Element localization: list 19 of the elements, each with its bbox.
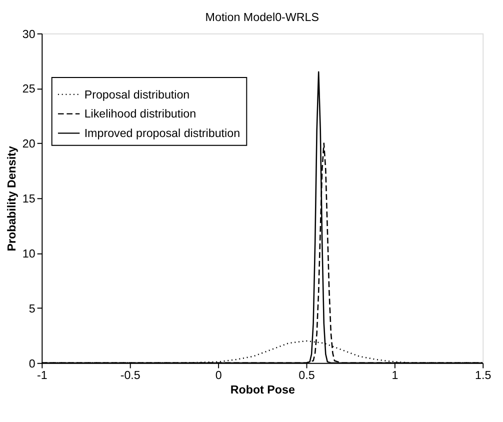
x-tick-label: -0.5 xyxy=(120,368,140,382)
legend-label: Likelihood distribution xyxy=(84,108,196,121)
y-tick-label: 30 xyxy=(22,28,36,41)
y-tick-label: 0 xyxy=(28,357,36,370)
y-axis-title: Probability Density xyxy=(6,145,19,252)
legend-label: Proposal distribution xyxy=(84,88,190,102)
x-tick-label: 0 xyxy=(215,368,222,382)
x-tick-label: 1.5 xyxy=(475,368,492,382)
chart-title: Motion Model0-WRLS xyxy=(205,10,320,24)
legend-label: Improved proposal distribution xyxy=(84,127,240,140)
y-tick-label: 5 xyxy=(28,302,36,316)
x-axis-title: Robot Pose xyxy=(230,383,296,396)
y-tick-label: 15 xyxy=(22,192,36,206)
x-tick-label: -1 xyxy=(36,368,48,382)
x-tick-label: 1 xyxy=(392,368,398,382)
y-tick-label: 10 xyxy=(22,247,36,260)
x-tick-label: 0.5 xyxy=(298,368,315,382)
y-tick-label: 20 xyxy=(22,138,36,151)
y-tick-label: 25 xyxy=(22,82,36,96)
